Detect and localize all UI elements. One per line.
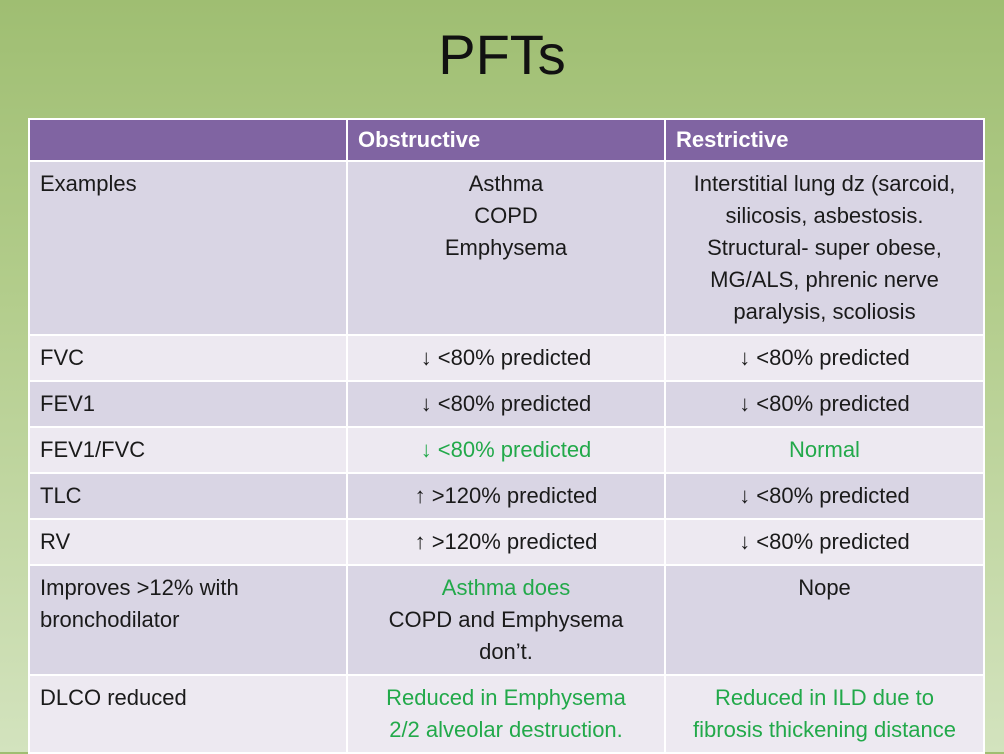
table-row-rv: RV ↑ >120% predicted ↓ <80% predicted <box>28 518 985 566</box>
row-label: RV <box>28 518 348 566</box>
row-label: FEV1 <box>28 380 348 428</box>
cell-line: Reduced in ILD due to <box>715 685 934 710</box>
row-label: Examples <box>28 160 348 336</box>
row-label: DLCO reduced <box>28 674 348 754</box>
cell-line: MG/ALS, phrenic nerve <box>710 267 939 292</box>
restrictive-cell: Nope <box>664 564 985 676</box>
row-label: Improves >12% with bronchodilator <box>28 564 348 676</box>
label-line: Examples <box>40 171 137 196</box>
cell-line: don’t. <box>479 639 533 664</box>
restrictive-cell: ↓ <80% predicted <box>664 334 985 382</box>
obstructive-cell: Asthma COPD Emphysema <box>346 160 666 336</box>
row-label: FVC <box>28 334 348 382</box>
obstructive-cell: ↓ <80% predicted <box>346 334 666 382</box>
obstructive-cell: ↑ >120% predicted <box>346 518 666 566</box>
header-row: Obstructive Restrictive <box>28 118 985 162</box>
obstructive-cell: ↑ >120% predicted <box>346 472 666 520</box>
cell-line: Emphysema <box>444 235 568 260</box>
cell-line: 2/2 alveolar destruction. <box>389 717 623 742</box>
header-blank <box>28 118 348 162</box>
restrictive-cell: ↓ <80% predicted <box>664 472 985 520</box>
cell-line: paralysis, scoliosis <box>733 299 916 324</box>
restrictive-cell: Normal <box>664 426 985 474</box>
cell-line: Interstitial lung dz (sarcoid, <box>693 171 956 196</box>
header-obstructive: Obstructive <box>346 118 666 162</box>
restrictive-cell: Reduced in ILD due to fibrosis thickenin… <box>664 674 985 754</box>
cell-line: Asthma <box>468 171 544 196</box>
pft-table: Obstructive Restrictive Examples Asthma … <box>28 118 985 754</box>
cell-line: Structural- super obese, <box>707 235 942 260</box>
table-row-fvc: FVC ↓ <80% predicted ↓ <80% predicted <box>28 334 985 382</box>
label-line: bronchodilator <box>40 607 180 632</box>
obstructive-cell: ↓ <80% predicted <box>346 426 666 474</box>
label-line: DLCO reduced <box>40 685 187 710</box>
cell-line: Asthma does <box>441 575 571 600</box>
cell-line: Reduced in Emphysema <box>386 685 626 710</box>
table-row-bronchodilator: Improves >12% with bronchodilator Asthma… <box>28 564 985 676</box>
row-label: FEV1/FVC <box>28 426 348 474</box>
obstructive-cell: ↓ <80% predicted <box>346 380 666 428</box>
restrictive-cell: ↓ <80% predicted <box>664 518 985 566</box>
table-row-fev1: FEV1 ↓ <80% predicted ↓ <80% predicted <box>28 380 985 428</box>
cell-line: COPD <box>474 203 538 228</box>
slide-title: PFTs <box>438 23 566 86</box>
restrictive-cell: Interstitial lung dz (sarcoid, silicosis… <box>664 160 985 336</box>
table-row-tlc: TLC ↑ >120% predicted ↓ <80% predicted <box>28 472 985 520</box>
table-row-fev1-fvc: FEV1/FVC ↓ <80% predicted Normal <box>28 426 985 474</box>
cell-line: COPD and Emphysema <box>388 607 624 632</box>
restrictive-cell: ↓ <80% predicted <box>664 380 985 428</box>
table-row-dlco: DLCO reduced Reduced in Emphysema 2/2 al… <box>28 674 985 754</box>
cell-line: Nope <box>798 575 851 600</box>
obstructive-cell: Asthma does COPD and Emphysema don’t. <box>346 564 666 676</box>
obstructive-cell: Reduced in Emphysema 2/2 alveolar destru… <box>346 674 666 754</box>
table-row-examples: Examples Asthma COPD Emphysema Interstit… <box>28 160 985 336</box>
cell-line: fibrosis thickening distance <box>693 717 956 742</box>
row-label: TLC <box>28 472 348 520</box>
cell-line: silicosis, asbestosis. <box>725 203 924 228</box>
header-restrictive: Restrictive <box>664 118 985 162</box>
label-line: Improves >12% with <box>40 575 239 600</box>
